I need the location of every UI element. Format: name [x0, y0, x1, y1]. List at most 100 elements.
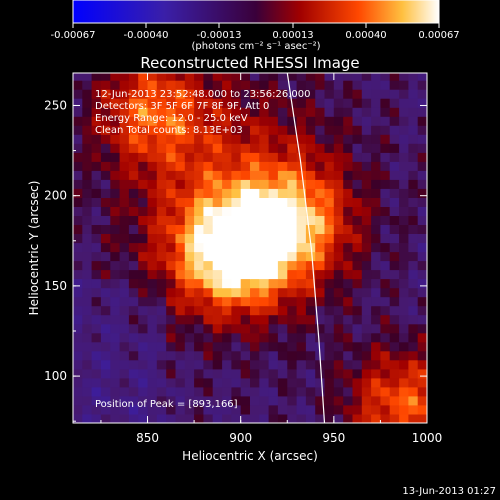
heatmap-cell: [128, 405, 139, 415]
heatmap-cell: [259, 305, 270, 316]
heatmap-cell: [212, 152, 223, 162]
heatmap-cell: [203, 206, 214, 216]
heatmap-cell: [175, 350, 186, 361]
heatmap-cell: [119, 323, 130, 334]
heatmap-cell: [296, 89, 307, 99]
heatmap-cell: [352, 224, 363, 234]
heatmap-cell: [352, 233, 363, 244]
heatmap-cell: [371, 233, 381, 244]
heatmap-cell: [333, 269, 344, 280]
heatmap-cell: [380, 179, 391, 189]
heatmap-cell: [287, 233, 298, 244]
heatmap-cell: [389, 233, 400, 244]
heatmap-cell: [333, 116, 344, 126]
heatmap-cell: [277, 278, 288, 289]
heatmap-cell: [380, 197, 391, 207]
heatmap-cell: [333, 296, 344, 307]
heatmap-cell: [119, 224, 130, 234]
heatmap-cell: [110, 98, 121, 108]
peak-position-label: Position of Peak = [893,166]: [95, 399, 238, 410]
heatmap-cell: [417, 215, 427, 225]
heatmap-cell: [371, 305, 381, 316]
annotations: 12-Jun-2013 23:52:48.000 to 23:56:26.000…: [95, 89, 311, 410]
heatmap-cell: [194, 278, 204, 289]
heatmap-cell: [287, 170, 298, 180]
heatmap-cell: [110, 386, 121, 397]
heatmap-cell: [194, 80, 204, 90]
heatmap-cell: [231, 368, 242, 379]
heatmap-cell: [110, 206, 121, 216]
heatmap-cell: [287, 89, 298, 99]
heatmap-cell: [361, 278, 372, 289]
heatmap-cell: [240, 332, 251, 343]
heatmap-cell: [91, 215, 102, 225]
heatmap-cell: [324, 170, 335, 180]
heatmap-cell: [203, 359, 214, 370]
heatmap-cell: [91, 206, 102, 216]
heatmap-cell: [324, 107, 335, 117]
heatmap-cell: [361, 386, 372, 397]
heatmap-cell: [147, 143, 158, 153]
heatmap-cell: [119, 314, 130, 325]
heatmap-cell: [184, 116, 195, 126]
heatmap-cell: [287, 395, 298, 406]
heatmap-cell: [212, 323, 223, 334]
heatmap-cell: [259, 377, 270, 388]
heatmap-cell: [333, 161, 344, 171]
heatmap-cell: [110, 134, 121, 144]
heatmap-cell: [324, 359, 335, 370]
heatmap-cell: [408, 197, 419, 207]
heatmap-cell: [128, 125, 139, 135]
heatmap-cell: [231, 170, 242, 180]
heatmap-cell: [296, 215, 307, 225]
heatmap-cell: [352, 89, 363, 99]
heatmap-cell: [110, 414, 121, 423]
heatmap-cell: [110, 341, 121, 352]
heatmap-cell: [268, 152, 279, 162]
heatmap-cell: [380, 89, 391, 99]
heatmap-cell: [287, 134, 298, 144]
heatmap-cell: [305, 215, 316, 225]
heatmap-cell: [399, 341, 409, 352]
heatmap-cell: [128, 350, 139, 361]
heatmap-cell: [119, 260, 130, 271]
heatmap-cell: [166, 350, 176, 361]
heatmap-cell: [399, 73, 409, 81]
heatmap-cell: [128, 73, 139, 81]
heatmap-cell: [352, 314, 363, 325]
heatmap-cell: [343, 296, 353, 307]
heatmap-cell: [91, 314, 102, 325]
heatmap-cell: [268, 134, 279, 144]
heatmap-cell: [277, 134, 288, 144]
heatmap-cell: [352, 386, 363, 397]
heatmap-cell: [287, 296, 298, 307]
heatmap-cell: [296, 233, 307, 244]
heatmap-cell: [417, 152, 427, 162]
heatmap-cell: [156, 116, 167, 126]
heatmap-cell: [371, 242, 381, 253]
heatmap-cell: [333, 125, 344, 135]
heatmap-cell: [417, 314, 427, 325]
heatmap-cell: [399, 215, 409, 225]
heatmap-cell: [73, 80, 83, 90]
heatmap-cell: [399, 233, 409, 244]
heatmap-cell: [371, 224, 381, 234]
heatmap-cell: [119, 395, 130, 406]
heatmap-cell: [324, 278, 335, 289]
heatmap-cell: [268, 125, 279, 135]
heatmap-cell: [203, 260, 214, 271]
heatmap-cell: [296, 395, 307, 406]
heatmap-cell: [184, 107, 195, 117]
heatmap-cell: [100, 414, 111, 423]
heatmap-cell: [315, 80, 325, 90]
heatmap-cell: [166, 386, 176, 397]
heatmap-cell: [361, 332, 372, 343]
heatmap-cell: [222, 359, 232, 370]
annotation-total-counts: Clean Total counts: 8.13E+03: [95, 125, 243, 136]
heatmap-cell: [184, 197, 195, 207]
heatmap-cell: [82, 206, 93, 216]
heatmap-cell: [399, 405, 409, 415]
heatmap-cell: [175, 134, 186, 144]
heatmap-cell: [138, 152, 148, 162]
heatmap-cell: [147, 161, 158, 171]
